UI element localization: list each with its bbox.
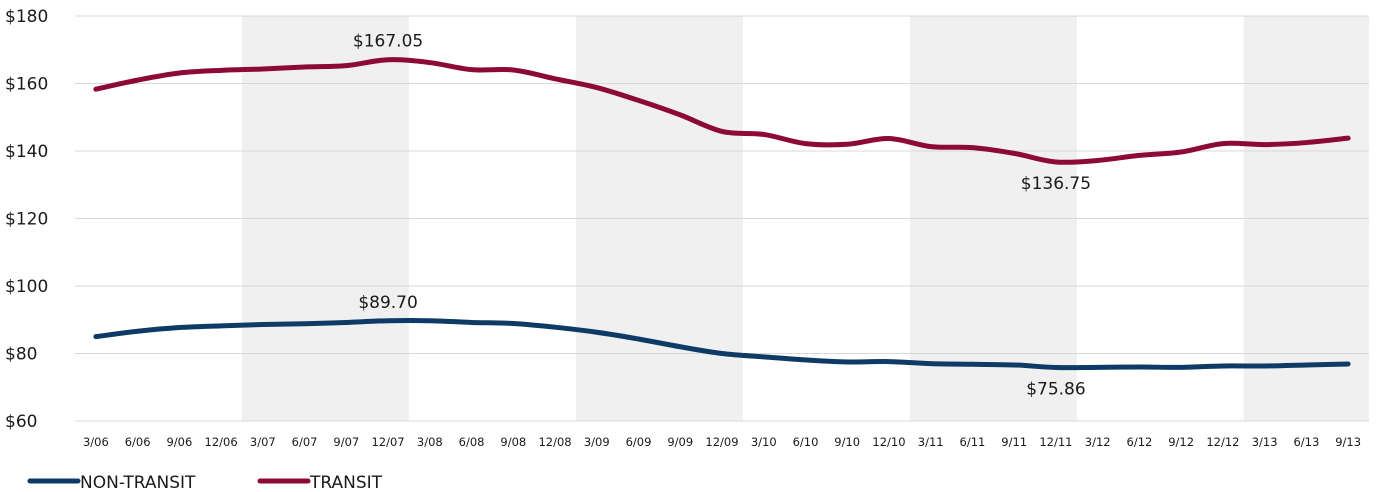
data-label: $75.86 (1026, 379, 1085, 399)
x-tick-label: 3/13 (1252, 435, 1278, 449)
x-tick-label: 6/07 (292, 435, 318, 449)
x-tick-label: 12/12 (1206, 435, 1239, 449)
x-tick-label: 3/11 (918, 435, 944, 449)
x-tick-label: 9/07 (333, 435, 359, 449)
y-tick-label: $140 (5, 142, 48, 162)
x-tick-label: 3/06 (83, 435, 109, 449)
x-axis-ticks: 3/06 6/06 9/06 12/06 3/07 6/07 9/07 12/07 3/08 6/… (83, 435, 1361, 449)
y-tick-label: $180 (5, 7, 48, 27)
y-tick-label: $80 (5, 345, 37, 365)
series-lines (93, 57, 1351, 371)
x-tick-label: 9/13 (1335, 435, 1361, 449)
x-tick-label: 6/11 (960, 435, 986, 449)
data-label: $136.75 (1021, 174, 1091, 194)
y-tick-label: $60 (5, 412, 37, 432)
series-line-non-transit (93, 318, 1351, 371)
y-tick-label: $160 (5, 75, 48, 95)
annotations: $167.05 $136.75 $89.70 $75.86 (353, 32, 1091, 400)
x-tick-label: 3/12 (1085, 435, 1111, 449)
legend-label: TRANSIT (309, 473, 383, 492)
x-tick-label: 12/11 (1039, 435, 1072, 449)
x-tick-label: 6/13 (1293, 435, 1319, 449)
x-tick-label: 3/07 (250, 435, 276, 449)
legend: NON-TRANSIT TRANSIT (27, 473, 383, 492)
x-tick-label: 12/07 (371, 435, 404, 449)
x-tick-label: 9/08 (500, 435, 526, 449)
x-tick-label: 9/12 (1168, 435, 1194, 449)
x-tick-label: 9/06 (166, 435, 192, 449)
series-line-transit (93, 57, 1351, 165)
x-tick-label: 12/10 (872, 435, 905, 449)
x-tick-label: 6/06 (125, 435, 151, 449)
x-tick-label: 12/06 (205, 435, 238, 449)
legend-label: NON-TRANSIT (80, 473, 196, 492)
x-tick-label: 3/08 (417, 435, 443, 449)
y-tick-label: $100 (5, 277, 48, 297)
x-tick-label: 12/09 (705, 435, 738, 449)
x-tick-label: 6/08 (459, 435, 485, 449)
x-tick-label: 6/12 (1127, 435, 1153, 449)
x-tick-label: 3/10 (751, 435, 777, 449)
x-tick-label: 9/09 (667, 435, 693, 449)
x-tick-label: 9/11 (1001, 435, 1027, 449)
x-tick-label: 6/10 (793, 435, 819, 449)
x-tick-label: 9/10 (834, 435, 860, 449)
y-axis-ticks: $60 $80 $100 $120 $140 $160 $180 (5, 7, 48, 432)
x-tick-label: 12/08 (538, 435, 571, 449)
x-tick-label: 3/09 (584, 435, 610, 449)
data-label: $89.70 (358, 293, 417, 313)
data-label: $167.05 (353, 32, 423, 52)
y-tick-label: $120 (5, 210, 48, 230)
x-tick-label: 6/09 (626, 435, 652, 449)
